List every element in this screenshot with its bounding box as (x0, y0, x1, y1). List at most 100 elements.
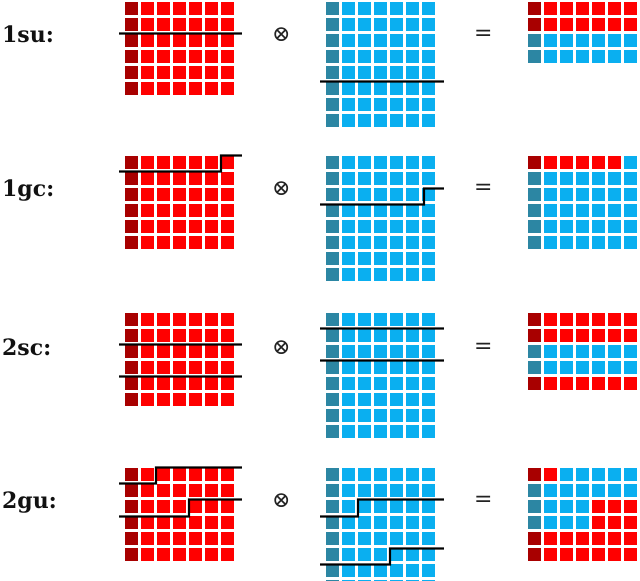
matrix-b-cell (342, 409, 355, 422)
matrix-b-cell (358, 2, 371, 15)
matrix-b-cell (326, 82, 339, 95)
matrix-a-cell (189, 393, 202, 406)
matrix-b-cell (342, 252, 355, 265)
matrix-b-cell (358, 98, 371, 111)
matrix-a-cell (157, 484, 170, 497)
result-cell (608, 188, 621, 201)
matrix-b-cell (390, 468, 403, 481)
matrix-b-cell (406, 516, 419, 529)
matrix-a-cell (221, 516, 234, 529)
matrix-b-cell (358, 377, 371, 390)
equals-symbol: = (474, 175, 493, 200)
matrix-b-cell (422, 172, 435, 185)
matrix-b-cell (342, 82, 355, 95)
matrix-b-cell (342, 329, 355, 342)
matrix-b-cell (374, 220, 387, 233)
matrix-a-cell (125, 18, 138, 31)
matrix-b-cell (390, 329, 403, 342)
result-cell (576, 188, 589, 201)
matrix-a-cell (205, 548, 218, 561)
matrix-b-cell (374, 34, 387, 47)
matrix-a-cell (125, 500, 138, 513)
matrix-a-cell (205, 82, 218, 95)
matrix-b-cell (406, 377, 419, 390)
matrix-b-cell (390, 82, 403, 95)
matrix-a-cell (125, 548, 138, 561)
matrix-b-cell (406, 313, 419, 326)
cut-line (320, 498, 444, 518)
result-cell (560, 532, 573, 545)
result-cell (624, 236, 637, 249)
result-cell (528, 172, 541, 185)
matrix-a-cell (189, 516, 202, 529)
result-cell (592, 313, 605, 326)
matrix-a-cell (189, 548, 202, 561)
matrix-a-cell (205, 18, 218, 31)
matrix-b-cell (358, 82, 371, 95)
matrix-a-cell (125, 82, 138, 95)
result-cell (544, 188, 557, 201)
matrix-a-cell (221, 82, 234, 95)
result-cell (608, 2, 621, 15)
matrix-b-cell (374, 484, 387, 497)
equals-symbol: = (474, 21, 493, 46)
matrix-a-cell (205, 313, 218, 326)
matrix-b-cell (358, 188, 371, 201)
result-cell (592, 345, 605, 358)
result-cell (608, 468, 621, 481)
result-cell (624, 361, 637, 374)
result-cell (528, 204, 541, 217)
matrix-b-cell (422, 34, 435, 47)
matrix-b-cell (406, 18, 419, 31)
result-cell (576, 500, 589, 513)
result-cell (624, 34, 637, 47)
result-cell (560, 188, 573, 201)
cut-line (119, 466, 242, 485)
result-cell (576, 156, 589, 169)
result-cell (544, 236, 557, 249)
result-cell (528, 377, 541, 390)
result-cell (592, 156, 605, 169)
matrix-b-cell (342, 66, 355, 79)
matrix-b-cell (390, 500, 403, 513)
matrix-b-cell (342, 377, 355, 390)
matrix-b-cell (326, 425, 339, 438)
result-cell (592, 484, 605, 497)
result-cell (544, 18, 557, 31)
matrix-b-cell (374, 393, 387, 406)
matrix-a-cell (157, 345, 170, 358)
cut-line (320, 187, 444, 206)
matrix-b-cell (374, 548, 387, 561)
matrix-a-cell (205, 468, 218, 481)
matrix-a-cell (173, 548, 186, 561)
matrix-b-cell (342, 484, 355, 497)
result-cell (576, 329, 589, 342)
result-cell (592, 236, 605, 249)
row-label-2gu: 2gu: (2, 488, 57, 514)
matrix-a-cell (221, 50, 234, 63)
matrix-a-cell (205, 516, 218, 529)
matrix-a-cell (189, 34, 202, 47)
matrix-a-cell (141, 236, 154, 249)
matrix-b-cell (358, 313, 371, 326)
matrix-b-cell (374, 516, 387, 529)
matrix-b-cell (342, 548, 355, 561)
matrix-b-cell (390, 34, 403, 47)
result-cell (560, 377, 573, 390)
matrix-b-cell (358, 425, 371, 438)
matrix-a-cell (205, 66, 218, 79)
matrix-b-cell (358, 345, 371, 358)
row-label-2sc: 2sc: (2, 335, 52, 361)
result-cell (544, 172, 557, 185)
matrix-a-cell (141, 377, 154, 390)
matrix-a-cell (157, 18, 170, 31)
matrix-b-cell (326, 361, 339, 374)
matrix-a-cell (189, 66, 202, 79)
matrix-b-cell (422, 204, 435, 217)
matrix-b-cell (374, 82, 387, 95)
matrix-a-cell (173, 329, 186, 342)
matrix-b-cell (342, 2, 355, 15)
matrix-a-cell (141, 361, 154, 374)
result-cell (592, 50, 605, 63)
matrix-b-cell (390, 156, 403, 169)
